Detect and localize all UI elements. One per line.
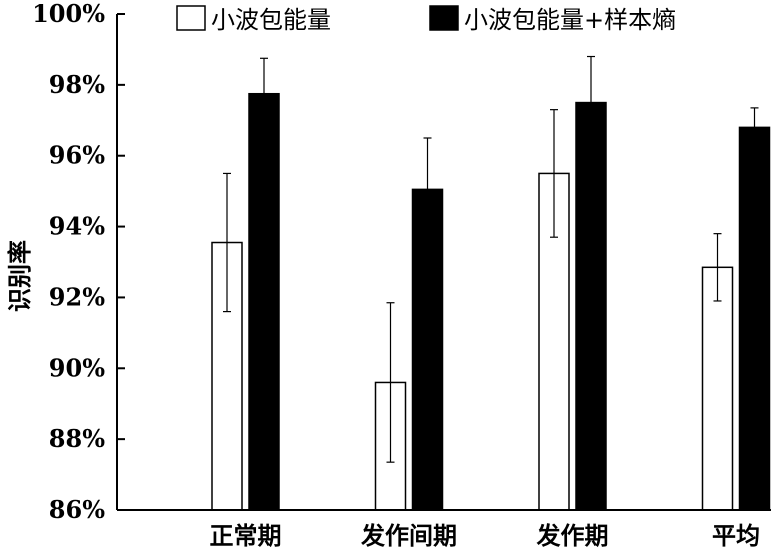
error-bar-2-1: [260, 57, 268, 130]
bar-2-4: [738, 126, 771, 511]
bar-2-2: [411, 188, 444, 511]
y-tick-label: 86%: [49, 495, 105, 524]
legend-swatch-series-2: [429, 5, 459, 31]
y-tick-label: 100%: [32, 0, 105, 28]
category-label-2: 发作间期: [360, 522, 457, 550]
bar-2-3: [575, 101, 607, 511]
y-tick-label: 90%: [49, 353, 105, 382]
legend-label-series-1: 小波包能量: [211, 6, 331, 34]
category-label-4: 平均: [712, 522, 760, 550]
y-tick-label: 96%: [49, 141, 105, 170]
error-bar-1-4: [713, 233, 722, 302]
error-bar-1-2: [386, 302, 395, 463]
category-label-3: 发作期: [536, 522, 609, 550]
y-axis-ticks: 86% 88% 90% 92% 94% 96% 98% 100%: [32, 0, 125, 524]
legend-label-series-2: 小波包能量+样本熵: [464, 6, 676, 34]
error-bar-2-4: [750, 107, 759, 148]
y-tick-label: 92%: [49, 282, 105, 311]
y-tick-label: 98%: [49, 70, 105, 99]
y-tick-label: 88%: [49, 424, 105, 453]
y-tick-label: 94%: [49, 212, 105, 241]
legend: 小波包能量 小波包能量+样本熵: [176, 5, 676, 34]
error-bar-1-1: [223, 172, 231, 313]
y-axis-label: 识别率: [6, 240, 34, 312]
category-labels: 正常期 发作间期 发作期 平均: [210, 522, 761, 550]
error-bars: [223, 55, 759, 463]
legend-swatch-series-1: [176, 5, 206, 31]
error-bar-2-3: [587, 55, 595, 150]
error-bar-2-2: [423, 137, 432, 242]
bars: [211, 92, 771, 511]
bar-1-4: [701, 266, 734, 511]
bar-2-1: [248, 92, 280, 511]
error-bar-1-3: [550, 109, 558, 238]
category-label-1: 正常期: [210, 522, 282, 550]
